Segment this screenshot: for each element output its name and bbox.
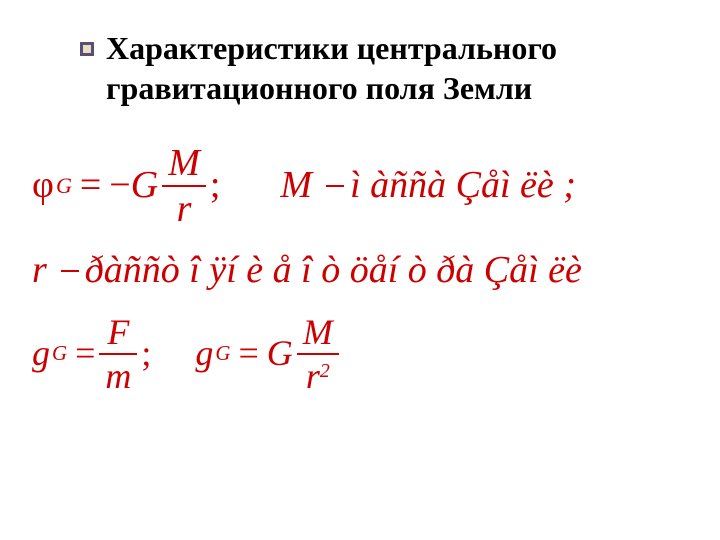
fraction-F-over-m: F m <box>99 314 137 394</box>
fraction-bar-1 <box>162 185 206 187</box>
page-title: Характеристики центрального гравитационн… <box>106 28 557 108</box>
fraction-bar-2 <box>99 353 137 355</box>
distance-r-symbol: r <box>32 250 47 292</box>
den-r-exponent: 2 <box>320 360 330 382</box>
g1-subscript: G <box>50 342 67 365</box>
numerator-M: M <box>162 144 206 182</box>
denominator-r2: r2 <box>300 358 336 394</box>
row2-tail-text: ðàññò î ÿí è å î ò öåí ò ðà Çåì ëè <box>85 250 582 292</box>
constant-G-1: G <box>131 165 158 207</box>
equals-1: = <box>80 165 101 207</box>
g2-subscript: G <box>213 342 230 365</box>
den-r-base: r <box>306 356 320 396</box>
dash-1 <box>326 185 344 187</box>
semicolon-1: ; <box>210 165 221 207</box>
formula-area: φG = − G M r ; M ì àññà Çåì ëè ; r ðàññò… <box>32 144 688 394</box>
title-row: Характеристики центрального гравитационн… <box>80 28 688 108</box>
formula-row-2: r ðàññò î ÿí è å î ò öåí ò ðà Çåì ëè <box>32 250 688 292</box>
fraction-bar-3 <box>297 353 339 355</box>
equals-3: = <box>238 334 258 374</box>
g-symbol-1: g <box>32 334 50 374</box>
numerator-M-2: M <box>297 314 339 350</box>
numerator-F: F <box>101 314 135 350</box>
g-symbol-2: g <box>195 334 213 374</box>
fraction-M-over-r: M r <box>162 144 206 228</box>
row1-tail-text: ì àññà Çåì ëè ; <box>350 165 576 207</box>
denominator-r: r <box>171 190 198 228</box>
title-line-2: гравитационного поля Земли <box>106 70 532 106</box>
slide: Характеристики центрального гравитационн… <box>0 0 720 540</box>
denominator-m: m <box>99 358 137 394</box>
formula-row-1: φG = − G M r ; M ì àññà Çåì ëè ; <box>32 144 688 228</box>
equals-2: = <box>75 334 95 374</box>
title-line-1: Характеристики центрального <box>106 30 557 66</box>
dash-2 <box>61 270 79 272</box>
negative-sign: − <box>109 165 130 207</box>
title-block: Характеристики центрального гравитационн… <box>80 28 688 108</box>
mass-M-symbol: M <box>280 165 312 207</box>
phi-subscript: G <box>54 174 72 198</box>
formula-row-3: gG = F m ; gG = G M r2 <box>32 314 688 394</box>
bullet-icon <box>80 42 94 56</box>
fraction-M-over-r2: M r2 <box>297 314 339 394</box>
phi-symbol: φ <box>32 165 54 207</box>
semicolon-2: ; <box>141 334 151 374</box>
constant-G-2: G <box>267 334 293 374</box>
